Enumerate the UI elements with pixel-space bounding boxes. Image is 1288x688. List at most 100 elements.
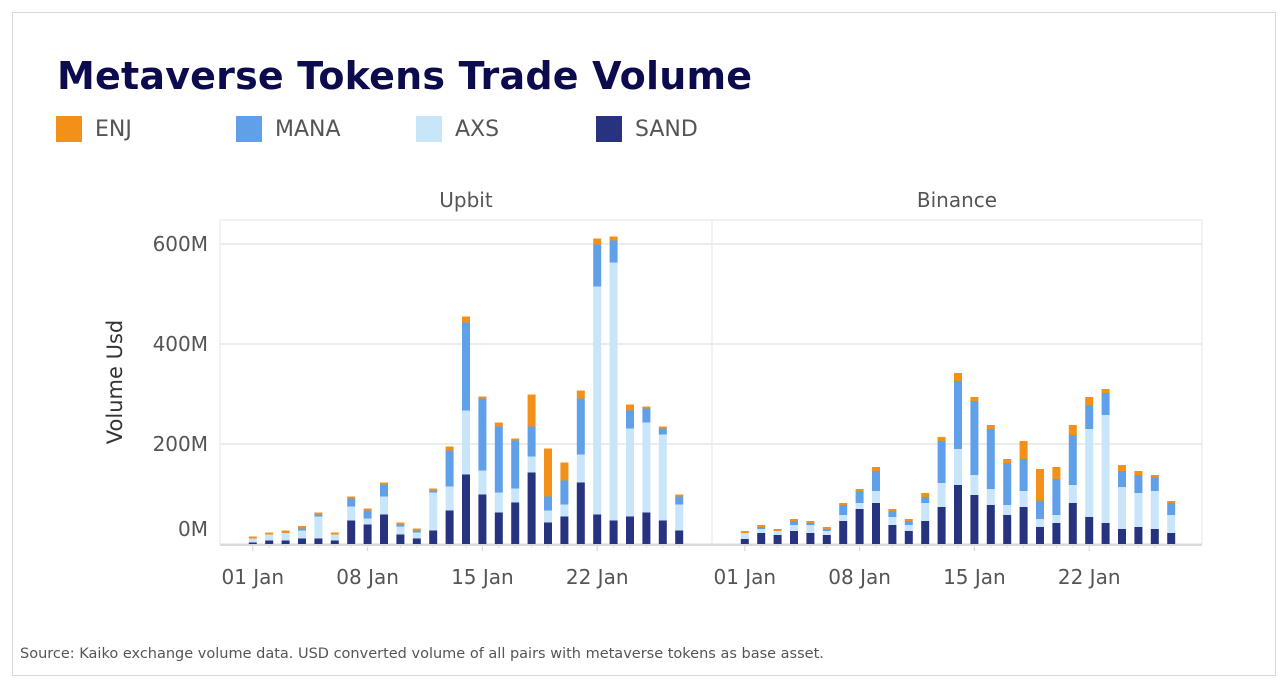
bar-binance-mana [1118, 471, 1126, 487]
chart-title: Metaverse Tokens Trade Volume [57, 54, 753, 98]
bar-upbit-enj [494, 422, 503, 427]
bar-binance-mana [790, 521, 798, 525]
bar-binance-sand [1167, 533, 1176, 544]
x-tick-label: 22 Jan [1058, 565, 1121, 589]
legend-label: MANA [275, 116, 341, 142]
bar-upbit-sand [527, 472, 536, 544]
bar-upbit-axs [248, 538, 257, 543]
bar-binance-axs [921, 503, 930, 521]
bar-upbit-sand [248, 542, 257, 544]
bar-binance-enj [970, 397, 979, 401]
bar-upbit-sand [560, 516, 569, 544]
legend-item-enj[interactable]: ENJ [56, 116, 132, 142]
bar-binance-sand [1134, 527, 1143, 544]
bar-upbit-enj [380, 482, 388, 485]
bar-upbit-sand [494, 512, 503, 544]
bar-binance-mana [855, 491, 864, 503]
legend-label: SAND [635, 116, 698, 142]
bar-binance-mana [1052, 479, 1061, 515]
bar-binance-enj [1036, 469, 1044, 501]
bar-binance-sand [904, 531, 913, 544]
legend-item-mana[interactable]: MANA [236, 116, 341, 142]
bar-binance-mana [1068, 435, 1077, 485]
bar-upbit-axs [527, 456, 536, 473]
bar-upbit-enj [511, 438, 520, 441]
bar-binance-mana [904, 521, 913, 525]
bar-upbit-enj [658, 426, 667, 429]
bar-upbit-axs [494, 492, 503, 513]
bar-upbit-sand [363, 524, 372, 544]
bar-upbit-enj [281, 530, 290, 533]
x-tick-label: 15 Jan [943, 565, 1006, 589]
bar-binance-sand [855, 509, 864, 544]
bar-binance-enj [822, 527, 831, 529]
bar-binance-axs [1068, 485, 1077, 503]
bar-binance-enj [1118, 465, 1126, 471]
bar-upbit-axs [544, 510, 552, 523]
bar-binance-enj [1085, 397, 1094, 405]
bar-upbit-enj [445, 446, 454, 451]
bar-binance-enj [1101, 389, 1110, 393]
bar-upbit-mana [396, 524, 405, 527]
bar-upbit-axs [330, 534, 339, 541]
bar-binance-enj [839, 503, 848, 505]
bar-binance-enj [1003, 459, 1012, 463]
bar-upbit-axs [396, 526, 405, 535]
bar-upbit-enj [576, 390, 585, 399]
bar-binance-mana [1019, 459, 1028, 491]
bar-upbit-mana [642, 408, 651, 423]
bar-upbit-sand [380, 514, 388, 544]
bar-binance-sand [1085, 517, 1094, 544]
bar-binance-mana [921, 497, 930, 503]
bar-upbit-sand [576, 482, 585, 544]
bar-upbit-mana [429, 490, 438, 493]
bar-binance-sand [740, 539, 749, 544]
bar-upbit-enj [593, 238, 602, 245]
bar-upbit-axs [478, 470, 487, 495]
bar-upbit-mana [576, 398, 585, 455]
bar-upbit-enj [412, 528, 421, 531]
bar-upbit-sand [396, 534, 405, 544]
legend-item-sand[interactable]: SAND [596, 116, 698, 142]
bar-binance-sand [790, 531, 798, 544]
panel-title: Upbit [439, 188, 493, 212]
bar-binance-axs [970, 475, 979, 495]
bar-upbit-mana [658, 428, 667, 435]
bar-binance-mana [1150, 477, 1159, 491]
bar-binance-sand [822, 535, 831, 544]
bar-binance-sand [1052, 523, 1061, 544]
bar-upbit-axs [380, 496, 388, 515]
bar-binance-mana [1003, 463, 1012, 505]
y-tick-label: 400M [153, 332, 208, 356]
bar-upbit-sand [511, 502, 520, 544]
bar-upbit-enj [544, 448, 552, 497]
legend-item-axs[interactable]: AXS [416, 116, 499, 142]
bar-binance-mana [806, 523, 815, 525]
bar-upbit-sand [609, 520, 618, 544]
bar-binance-sand [1036, 527, 1044, 544]
bar-upbit-enj [609, 236, 618, 241]
bar-upbit-enj [527, 394, 536, 427]
bar-binance-sand [757, 533, 766, 544]
legend-swatch-axs [416, 116, 442, 142]
bar-upbit-mana [560, 480, 569, 505]
legend-label: AXS [455, 116, 500, 142]
bar-upbit-enj [462, 316, 470, 323]
bar-upbit-mana [478, 398, 487, 471]
bar-upbit-axs [609, 262, 618, 521]
bar-upbit-axs [363, 518, 372, 525]
bar-upbit-axs [642, 422, 651, 513]
bar-upbit-sand [330, 540, 339, 544]
x-tick-label: 01 Jan [221, 565, 284, 589]
bar-binance-axs [937, 483, 946, 507]
bar-binance-enj [1068, 425, 1077, 435]
bar-upbit-axs [511, 488, 520, 503]
bar-binance-mana [822, 529, 831, 531]
bar-binance-sand [872, 503, 880, 544]
bar-upbit-axs [298, 530, 306, 539]
bar-binance-enj [806, 521, 815, 523]
bar-upbit-mana [593, 244, 602, 287]
bar-binance-enj [1019, 441, 1028, 459]
bar-binance-enj [888, 509, 897, 511]
